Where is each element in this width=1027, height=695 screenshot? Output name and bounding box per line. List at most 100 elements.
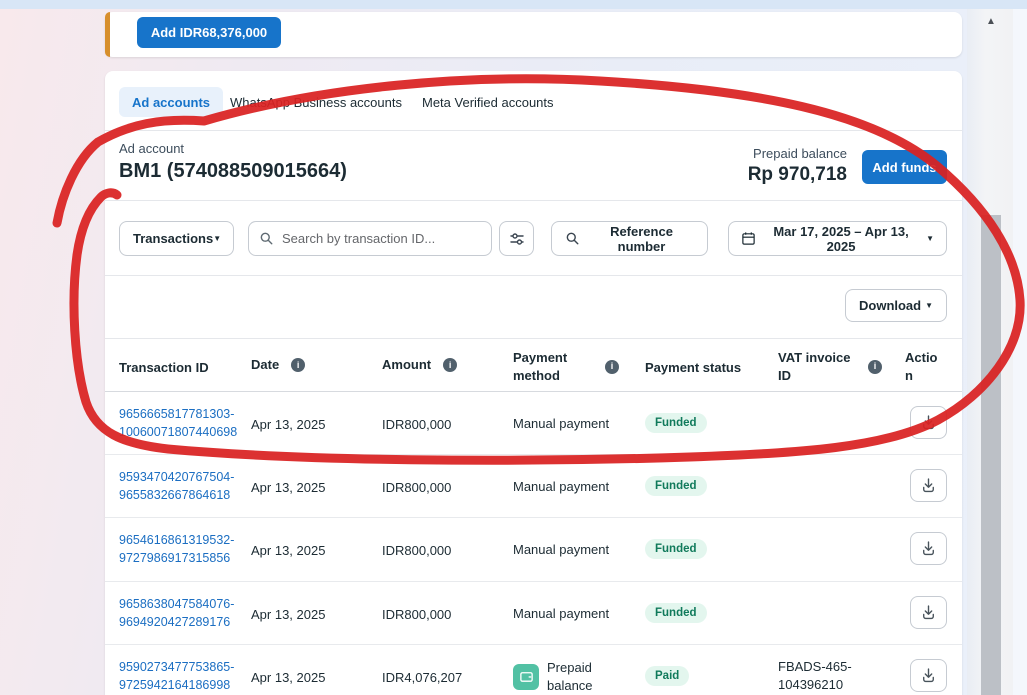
date-range-picker[interactable]: Mar 17, 2025 – Apr 13, 2025 ▼ [728,221,947,256]
download-button-label: Download [859,298,922,313]
transaction-search-box[interactable] [248,221,492,256]
chevron-down-icon: ▼ [925,300,933,310]
add-amount-button[interactable]: Add IDR68,376,000 [137,17,281,48]
download-invoice-button[interactable] [910,532,947,565]
payment-status-cell: Funded [645,476,707,496]
payment-method-label: Manual payment [513,415,610,431]
payment-status-cell: Funded [645,413,707,433]
transaction-id-line1: 9593470420767504- [119,470,235,484]
ad-account-label: Ad account [119,141,185,156]
payment-status-cell: Funded [645,539,707,559]
sliders-icon [509,231,525,247]
payment-method-cell: Prepaid balance [513,657,628,695]
date-range-label: Mar 17, 2025 – Apr 13, 2025 [773,223,909,254]
transactions-dropdown-label: Transactions [133,231,214,246]
transaction-id-link[interactable]: 9656665817781303- 10060071807440698 [119,405,237,441]
status-badge: Funded [645,476,707,496]
search-icon [565,231,580,246]
info-icon[interactable]: i [443,357,458,372]
status-badge: Paid [645,666,690,686]
table-row: 9593470420767504- 9655832667864618 Apr 1… [105,455,962,518]
download-invoice-button[interactable] [910,406,947,439]
col-header-amount-label: Amount [382,357,432,372]
table-row: 9590273477753865- 9725942164186998 Apr 1… [105,645,962,695]
reference-number-button[interactable]: Reference number [551,221,708,256]
transaction-amount: IDR800,000 [382,607,452,622]
filter-settings-button[interactable] [499,221,534,256]
tab-whatsapp-business-accounts[interactable]: WhatsApp Business accounts [230,94,402,110]
transaction-id-line2: 9694920427289176 [119,615,231,630]
table-row: 9658638047584076- 9694920427289176 Apr 1… [105,582,962,645]
col-header-payment-method-label: Payment method [513,350,568,383]
transaction-date: Apr 13, 2025 [251,417,326,432]
status-badge: Funded [645,539,707,559]
transaction-id-line2: 9727986917315856 [119,551,231,566]
payment-method-cell: Manual payment [513,530,628,569]
top-toolbar-edge [0,0,1027,9]
table-row: 9654616861319532- 9727986917315856 Apr 1… [105,518,962,582]
payment-method-cell: Manual payment [513,467,628,506]
col-header-action: Action [905,350,938,383]
transaction-date: Apr 13, 2025 [251,670,326,685]
row-divider [105,517,962,518]
info-icon[interactable]: i [868,359,882,374]
vat-line1: FBADS-465- [778,659,852,674]
search-icon [259,231,274,246]
transaction-id-line2: 9655832667864618 [119,488,231,503]
info-icon[interactable]: i [291,357,306,372]
transaction-id-link[interactable]: 9658638047584076- 9694920427289176 [119,595,234,631]
chevron-down-icon: ▼ [926,233,934,243]
payment-method-cell: Manual payment [513,594,628,633]
scroll-up-arrow[interactable]: ▲ [986,16,996,27]
transaction-date: Apr 13, 2025 [251,607,326,622]
transaction-amount: IDR800,000 [382,480,452,495]
payment-method-label: Manual payment [513,605,610,621]
info-icon[interactable]: i [605,359,619,374]
transaction-id-link[interactable]: 9593470420767504- 9655832667864618 [119,468,234,504]
col-header-vat-invoice-id: VAT invoice ID i [778,349,882,384]
payment-method-label: Manual payment [513,541,610,557]
transaction-id-link[interactable]: 9654616861319532- 9727986917315856 [119,531,234,567]
row-divider [105,644,962,645]
transaction-date: Apr 13, 2025 [251,543,326,558]
wallet-icon [513,663,539,690]
col-header-payment-status: Payment status [645,360,742,375]
transaction-amount: IDR800,000 [382,417,452,432]
download-invoice-button[interactable] [910,469,947,502]
table-top-divider [105,338,962,339]
download-invoice-button[interactable] [910,659,947,692]
tab-ad-accounts[interactable]: Ad accounts [119,87,224,117]
transaction-id-line2: 9725942164186998 [119,678,231,693]
transaction-id-line1: 9658638047584076- [119,597,235,611]
transaction-amount: IDR800,000 [382,543,452,558]
scrollbar-thumb[interactable] [981,215,1001,695]
vat-invoice-id-cell: FBADS-465- 104396210 [778,658,852,693]
transaction-search-input[interactable] [282,231,481,246]
prepaid-balance-value: Rp 970,718 [747,164,847,185]
tabs-divider [105,130,962,131]
banner-accent-bar [105,12,110,57]
transaction-id-link[interactable]: 9590273477753865- 9725942164186998 [119,658,234,694]
transaction-amount: IDR4,076,207 [382,670,463,685]
transaction-date: Apr 13, 2025 [251,480,326,495]
download-button[interactable]: Download ▼ [845,289,947,322]
row-divider [105,581,962,582]
tab-meta-verified-accounts[interactable]: Meta Verified accounts [422,94,554,110]
right-gutter [1013,9,1027,695]
calendar-icon [741,231,756,246]
transaction-id-line2: 10060071807440698 [119,425,238,440]
transaction-id-line1: 9656665817781303- [119,407,235,421]
transactions-type-dropdown[interactable]: Transactions ▼ [119,221,234,256]
add-funds-button[interactable]: Add funds [862,150,947,184]
download-invoice-button[interactable] [910,596,947,629]
col-header-vat-invoice-id-label: VAT invoice ID [778,350,851,383]
payment-method-label: Prepaid balance [547,659,593,693]
vat-line2: 104396210 [778,676,844,692]
transaction-id-line1: 9590273477753865- [119,660,235,674]
status-badge: Funded [645,603,707,623]
chevron-down-icon: ▼ [213,233,222,243]
ad-account-name: BM1 (574088509015664) [119,160,347,182]
account-divider [105,200,962,201]
col-header-transaction-id: Transaction ID [119,360,209,375]
